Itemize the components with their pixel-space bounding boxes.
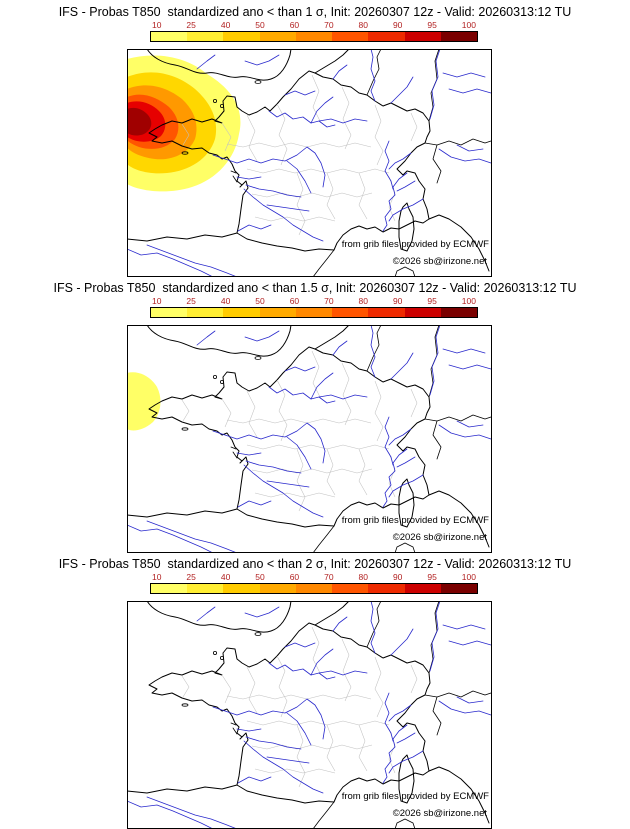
colorbar-tick: 40 [220,296,231,306]
colorbar-segment [187,32,224,41]
colorbar-segment [332,308,369,317]
panel-2sigma: IFS - Probas T850 standardized ano < tha… [0,552,630,829]
probability-contours [127,55,241,192]
colorbar-tick: 80 [358,20,368,30]
colorbar-segment [404,32,441,41]
colorbar-tick: 25 [186,20,196,30]
colorbar-segment [332,584,369,593]
colorbar-segment [223,584,260,593]
colorbar-tick: 100 [461,296,476,306]
colorbar-tick: 95 [427,20,437,30]
colorbar-tick: 10 [152,572,162,582]
colorbar-tick: 70 [324,572,334,582]
colorbar-tick: 25 [186,572,196,582]
credit-copyright: ©2026 sb@irizone.net [393,256,488,267]
colorbar-tick: 90 [392,572,403,582]
colorbar-ticks: 10 25 40 50 60 70 80 90 95 100 [150,21,478,30]
panel-1sigma: IFS - Probas T850 standardized ano < tha… [0,0,630,277]
colorbar-segment [295,32,333,41]
map-panel-3: from grib files provided by ECMWF ©2026 … [127,601,492,829]
colorbar-segment [368,584,405,593]
colorbar-tick: 80 [358,296,368,306]
colorbar-tick: 50 [255,20,265,30]
colorbar-segment [223,32,260,41]
credit-ecmwf: from grib files provided by ECMWF [342,791,489,802]
colorbar-tick: 95 [427,572,437,582]
colorbar-segment [259,308,296,317]
colorbar-tick: 90 [392,296,403,306]
panel-title: IFS - Probas T850 standardized ano < tha… [58,5,572,19]
colorbar-segment [440,308,477,317]
colorbar-ticks: 10 25 40 50 60 70 80 90 95 100 [150,297,478,306]
colorbar-segment [440,32,477,41]
colorbar-bar [150,31,478,42]
credit-copyright: ©2026 sb@irizone.net [393,532,488,543]
colorbar: 10 25 40 50 60 70 80 90 95 100 [150,21,478,42]
colorbar-segment [223,308,260,317]
panel-1-5sigma: IFS - Probas T850 standardized ano < tha… [0,276,630,553]
colorbar-tick: 60 [289,296,300,306]
colorbar: 10 25 40 50 60 70 80 90 95 100 [150,573,478,594]
colorbar-segment [368,308,405,317]
map-panel-1: from grib files provided by ECMWF ©2026 … [127,49,492,277]
prob-contour-level-1 [127,372,161,431]
colorbar-segment [368,32,405,41]
credit-copyright: ©2026 sb@irizone.net [393,808,488,819]
colorbar-tick: 50 [255,296,265,306]
colorbar-tick: 100 [461,572,476,582]
colorbar-segment [404,584,441,593]
colorbar-tick: 70 [324,20,334,30]
probability-contours [127,372,161,431]
colorbar-segment [259,32,296,41]
colorbar-tick: 60 [289,572,300,582]
colorbar-segment [151,584,188,593]
colorbar-tick: 60 [289,20,300,30]
colorbar-bar [150,307,478,318]
colorbar-segment [295,308,333,317]
colorbar-tick: 40 [220,572,231,582]
colorbar: 10 25 40 50 60 70 80 90 95 100 [150,297,478,318]
colorbar-tick: 95 [427,296,437,306]
colorbar-segment [332,32,369,41]
colorbar-segment [404,308,441,317]
prob-contour-level-6 [127,107,152,136]
colorbar-segment [151,32,188,41]
panel-title: IFS - Probas T850 standardized ano < tha… [53,281,577,295]
colorbar-segment [151,308,188,317]
colorbar-ticks: 10 25 40 50 60 70 80 90 95 100 [150,573,478,582]
colorbar-tick: 100 [461,20,476,30]
colorbar-segment [259,584,296,593]
credit-ecmwf: from grib files provided by ECMWF [342,515,489,526]
colorbar-segment [440,584,477,593]
credit-ecmwf: from grib files provided by ECMWF [342,239,489,250]
map-panel-2: from grib files provided by ECMWF ©2026 … [127,325,492,553]
colorbar-tick: 40 [220,20,231,30]
colorbar-tick: 50 [255,572,265,582]
colorbar-tick: 70 [324,296,334,306]
colorbar-bar [150,583,478,594]
colorbar-tick: 90 [392,20,403,30]
colorbar-tick: 80 [358,572,368,582]
colorbar-segment [187,308,224,317]
colorbar-segment [295,584,333,593]
colorbar-tick: 10 [152,296,162,306]
colorbar-segment [187,584,224,593]
colorbar-tick: 25 [186,296,196,306]
panel-title: IFS - Probas T850 standardized ano < tha… [58,557,572,571]
colorbar-tick: 10 [152,20,162,30]
